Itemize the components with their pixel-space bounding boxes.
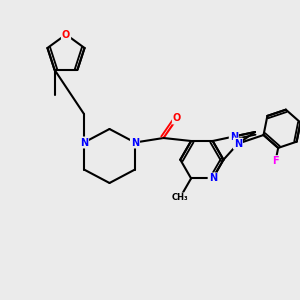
Text: O: O xyxy=(62,29,70,40)
Text: N: N xyxy=(234,139,242,149)
Text: N: N xyxy=(208,173,217,183)
Text: N: N xyxy=(131,137,139,148)
Text: CH₃: CH₃ xyxy=(172,194,188,202)
Text: N: N xyxy=(230,131,238,142)
Text: F: F xyxy=(272,156,279,166)
Text: O: O xyxy=(173,113,181,124)
Text: N: N xyxy=(80,137,88,148)
